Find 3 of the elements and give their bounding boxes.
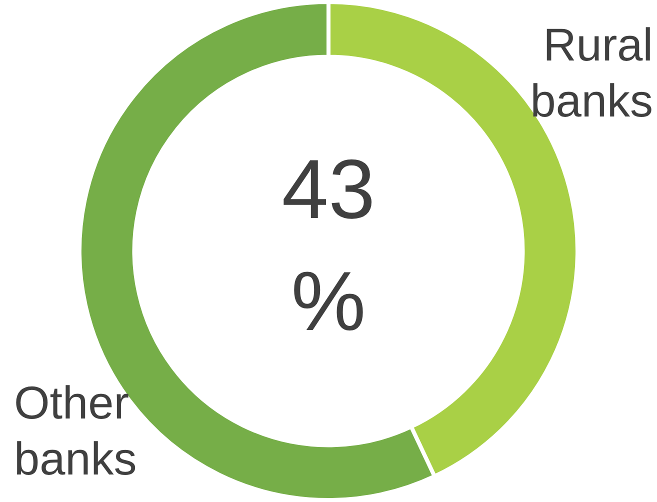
text: 43 % [282, 142, 376, 348]
slice-label: Rural banks [530, 18, 653, 127]
slice-label: Other banks [14, 376, 137, 485]
